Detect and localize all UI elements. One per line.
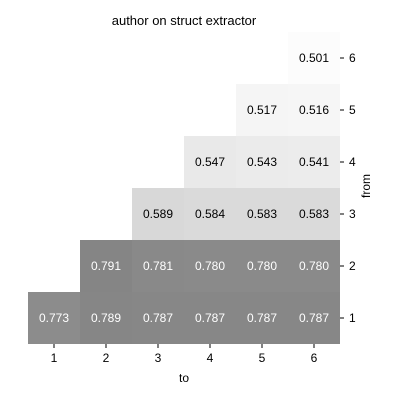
cell-value-label: 0.780 — [195, 259, 225, 273]
cell-value-label: 0.517 — [247, 103, 277, 117]
y-tick-label: 3 — [349, 207, 356, 221]
cell-value-label: 0.781 — [143, 259, 173, 273]
cell-value-label: 0.780 — [299, 259, 329, 273]
heatmap-cell-from-2-to-5 — [236, 240, 288, 292]
heatmap-cell-from-2-to-3 — [132, 240, 184, 292]
heatmap-cell-from-1-to-2 — [80, 292, 132, 344]
cell-value-label: 0.589 — [143, 207, 173, 221]
cell-value-label: 0.501 — [299, 51, 329, 65]
cell-value-label: 0.773 — [39, 311, 69, 325]
heatmap-cell-from-4-to-4 — [184, 136, 236, 188]
chart-title: author on struct extractor — [112, 13, 257, 28]
heatmap-cell-from-3-to-3 — [132, 188, 184, 240]
cell-value-label: 0.787 — [195, 311, 225, 325]
x-tick-label: 1 — [51, 351, 58, 365]
cell-value-label: 0.543 — [247, 155, 277, 169]
heatmap-cell-from-4-to-5 — [236, 136, 288, 188]
heatmap-cell-from-1-to-4 — [184, 292, 236, 344]
y-tick-label: 5 — [349, 103, 356, 117]
heatmap-cell-from-3-to-6 — [288, 188, 340, 240]
heatmap-cells: 0.773 0.789 0.787 0.787 0.787 0.787 0.791 0.781… — [28, 32, 340, 344]
cell-value-label: 0.584 — [195, 207, 225, 221]
y-tick-label: 1 — [349, 311, 356, 325]
x-axis-ticks: 1 2 3 4 5 6 — [51, 344, 318, 365]
cell-value-label: 0.789 — [91, 311, 121, 325]
y-tick-label: 2 — [349, 259, 356, 273]
x-tick-label: 3 — [155, 351, 162, 365]
heatmap-cell-from-3-to-5 — [236, 188, 288, 240]
y-tick-label: 6 — [349, 51, 356, 65]
cell-value-label: 0.547 — [195, 155, 225, 169]
cell-value-label: 0.787 — [247, 311, 277, 325]
cell-value-label: 0.780 — [247, 259, 277, 273]
y-axis-ticks: 1 2 3 4 5 6 — [340, 51, 356, 325]
x-tick-label: 4 — [207, 351, 214, 365]
x-tick-label: 6 — [311, 351, 318, 365]
y-axis-label: from — [359, 174, 373, 198]
heatmap-cell-from-1-to-6 — [288, 292, 340, 344]
cell-value-label: 0.791 — [91, 259, 121, 273]
x-axis-label: to — [179, 371, 189, 385]
heatmap-cell-from-5-to-5 — [236, 84, 288, 136]
heatmap-cell-from-1-to-3 — [132, 292, 184, 344]
y-tick-label: 4 — [349, 155, 356, 169]
heatmap-cell-from-5-to-6 — [288, 84, 340, 136]
heatmap-cell-from-4-to-6 — [288, 136, 340, 188]
cell-value-label: 0.787 — [143, 311, 173, 325]
cell-value-label: 0.583 — [299, 207, 329, 221]
cell-value-label: 0.516 — [299, 103, 329, 117]
x-tick-label: 2 — [103, 351, 110, 365]
heatmap-cell-from-2-to-4 — [184, 240, 236, 292]
cell-value-label: 0.583 — [247, 207, 277, 221]
heatmap-cell-from-1-to-1 — [28, 292, 80, 344]
heatmap-cell-from-2-to-6 — [288, 240, 340, 292]
cell-value-label: 0.541 — [299, 155, 329, 169]
heatmap-cell-from-2-to-2 — [80, 240, 132, 292]
heatmap-cell-from-1-to-5 — [236, 292, 288, 344]
cell-value-label: 0.787 — [299, 311, 329, 325]
x-tick-label: 5 — [259, 351, 266, 365]
heatmap-cell-from-6-to-6 — [288, 32, 340, 84]
heatmap-cell-from-3-to-4 — [184, 188, 236, 240]
